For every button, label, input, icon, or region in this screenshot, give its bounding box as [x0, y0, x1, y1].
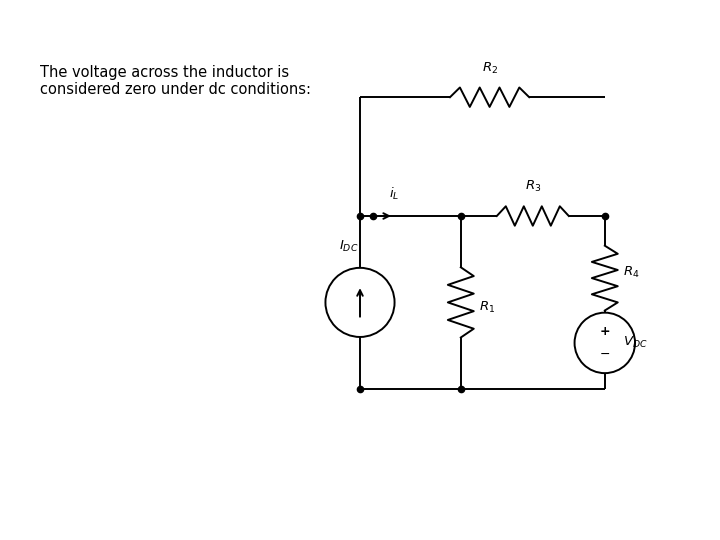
Ellipse shape	[325, 268, 395, 337]
Text: $R_1$: $R_1$	[479, 300, 495, 315]
Text: The voltage across the inductor is
considered zero under dc conditions:: The voltage across the inductor is consi…	[40, 65, 310, 97]
Text: +: +	[600, 325, 610, 338]
Text: $V_{DC}$: $V_{DC}$	[623, 335, 647, 350]
Text: $I_{DC}$: $I_{DC}$	[339, 239, 359, 254]
Text: $R_2$: $R_2$	[482, 60, 498, 76]
Text: $R_3$: $R_3$	[525, 179, 541, 194]
Text: −: −	[600, 348, 610, 361]
Text: $R_4$: $R_4$	[623, 265, 639, 280]
Ellipse shape	[575, 313, 635, 373]
Text: $i_L$: $i_L$	[390, 186, 400, 202]
